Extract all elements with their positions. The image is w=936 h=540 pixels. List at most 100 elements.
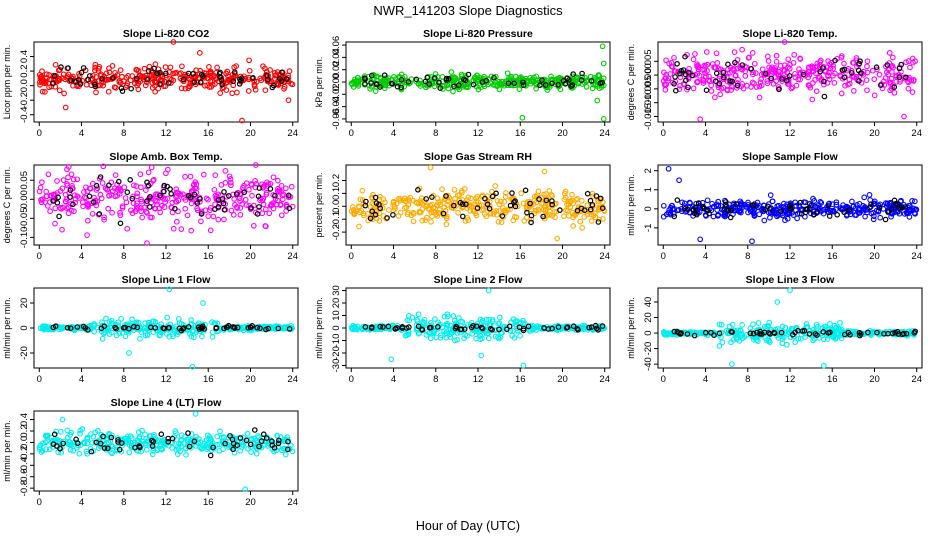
black-data-point — [226, 193, 232, 199]
y-axis-label: degrees C per min. — [2, 167, 12, 244]
data-point — [745, 55, 752, 61]
x-tick-label: 20 — [869, 128, 880, 139]
data-point — [212, 192, 219, 199]
data-point — [228, 182, 234, 189]
data-point — [797, 55, 803, 62]
x-tick-label: 4 — [79, 128, 84, 139]
panel-title: Slope Sample Flow — [742, 151, 839, 163]
data-point — [175, 208, 181, 215]
black-data-point — [856, 60, 863, 67]
x-tick-label: 12 — [785, 128, 796, 139]
black-data-point — [128, 85, 135, 92]
data-point — [209, 334, 216, 340]
data-point — [259, 181, 265, 188]
data-point — [508, 73, 514, 80]
data-point — [215, 216, 222, 223]
data-point — [89, 210, 96, 217]
data-point — [175, 315, 182, 322]
scatter-points — [36, 39, 296, 124]
data-point — [262, 87, 269, 94]
data-point — [237, 198, 243, 204]
data-point — [862, 213, 868, 220]
black-data-point — [884, 62, 891, 68]
scatter-points — [348, 43, 607, 122]
data-point — [200, 171, 207, 178]
black-data-point — [689, 72, 696, 79]
scatter-points — [36, 411, 296, 493]
data-point — [242, 196, 249, 203]
data-point — [415, 80, 422, 87]
data-point — [144, 210, 150, 216]
data-point — [173, 69, 180, 76]
data-point — [866, 192, 873, 198]
black-data-point — [77, 81, 84, 87]
black-data-point — [520, 79, 526, 86]
data-point — [848, 67, 855, 74]
y-tick-label: 0.005 — [643, 49, 654, 73]
data-point — [761, 217, 768, 224]
outlier-point — [541, 168, 548, 175]
x-tick-label: 0 — [349, 128, 354, 139]
black-data-point — [252, 427, 258, 433]
black-data-point — [542, 82, 549, 88]
data-point — [274, 177, 281, 184]
black-data-point — [732, 59, 738, 66]
data-point — [498, 219, 505, 226]
black-data-point — [158, 431, 165, 438]
data-point — [443, 221, 450, 228]
data-point — [830, 62, 836, 69]
data-point — [703, 73, 709, 80]
y-tick-label: -0.05 — [19, 208, 30, 230]
data-point — [860, 68, 867, 75]
data-point — [119, 204, 126, 211]
data-point — [241, 182, 247, 189]
data-point — [850, 72, 856, 79]
outlier-point — [697, 116, 704, 123]
x-tick-label: 20 — [245, 251, 256, 262]
black-data-point — [896, 74, 903, 81]
data-point — [116, 185, 123, 192]
data-point — [476, 74, 483, 81]
outlier-point — [600, 116, 607, 122]
black-data-point — [78, 69, 85, 76]
black-data-point — [106, 182, 112, 189]
black-data-point — [509, 190, 515, 196]
x-tick-label: 16 — [203, 251, 214, 262]
outlier-point — [285, 97, 292, 104]
data-point — [452, 76, 458, 83]
data-point — [492, 183, 499, 189]
data-point — [842, 82, 848, 89]
data-point — [125, 73, 131, 79]
data-point — [445, 85, 452, 92]
data-point — [788, 85, 795, 92]
y-tick-label: 0.04 — [331, 48, 342, 66]
data-point — [61, 90, 67, 97]
data-point — [497, 198, 504, 205]
data-point — [813, 88, 820, 95]
data-point — [133, 206, 140, 212]
black-data-point — [362, 81, 368, 87]
black-data-point — [147, 204, 153, 210]
outlier-point — [729, 361, 735, 367]
data-point — [263, 206, 269, 213]
black-data-point — [712, 78, 719, 85]
data-point — [781, 67, 788, 74]
black-data-point — [117, 220, 124, 227]
black-data-point — [166, 80, 172, 86]
black-data-point — [394, 83, 401, 90]
data-point — [229, 90, 236, 97]
x-tick-label: 0 — [661, 128, 666, 139]
black-data-point — [564, 75, 571, 82]
black-data-point — [54, 200, 61, 206]
data-point — [39, 88, 46, 95]
data-point — [39, 179, 45, 186]
data-point — [432, 316, 438, 322]
black-data-point — [727, 214, 734, 221]
panel-title: Slope Amb. Box Temp. — [109, 151, 222, 163]
data-point — [117, 210, 123, 216]
black-data-point — [191, 79, 198, 86]
data-point — [579, 224, 586, 231]
black-data-point — [207, 452, 214, 459]
black-data-point — [734, 82, 741, 89]
